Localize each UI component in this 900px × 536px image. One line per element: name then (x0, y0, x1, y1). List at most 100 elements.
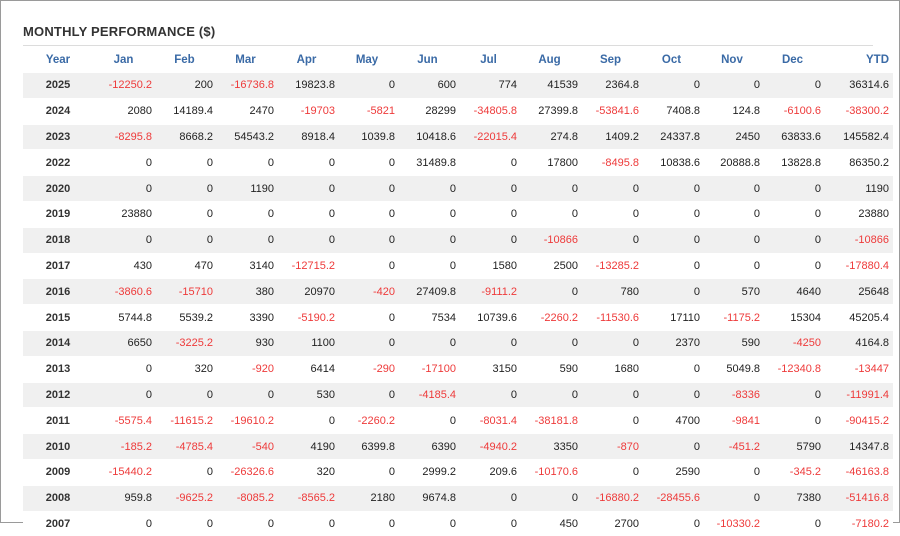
month-value-cell: 590 (519, 356, 580, 382)
month-value-cell: 23880 (93, 201, 154, 227)
year-cell: 2012 (23, 382, 93, 408)
year-cell: 2013 (23, 356, 93, 382)
column-header-dec[interactable]: Dec (762, 48, 823, 73)
month-value-cell: 450 (519, 511, 580, 536)
month-value-cell: 0 (641, 227, 702, 253)
month-value-cell: -12715.2 (276, 253, 337, 279)
month-value-cell: 0 (276, 408, 337, 434)
month-value-cell: 0 (215, 511, 276, 536)
month-value-cell: 570 (702, 279, 762, 305)
column-header-jun[interactable]: Jun (397, 48, 458, 73)
month-value-cell: 2080 (93, 98, 154, 124)
column-header-may[interactable]: May (337, 48, 397, 73)
ytd-cell: -11991.4 (823, 382, 893, 408)
column-header-nov[interactable]: Nov (702, 48, 762, 73)
month-value-cell: 0 (762, 382, 823, 408)
month-value-cell: 430 (93, 253, 154, 279)
month-value-cell: -4250 (762, 330, 823, 356)
month-value-cell: 320 (276, 459, 337, 485)
month-value-cell: 780 (580, 279, 641, 305)
month-value-cell: 0 (641, 73, 702, 99)
year-cell: 2010 (23, 434, 93, 460)
month-value-cell: 0 (762, 511, 823, 536)
month-value-cell: 0 (580, 382, 641, 408)
month-value-cell: -15710 (154, 279, 215, 305)
month-value-cell: 10418.6 (397, 124, 458, 150)
year-cell: 2019 (23, 201, 93, 227)
month-value-cell: -8295.8 (93, 124, 154, 150)
month-value-cell: 0 (276, 227, 337, 253)
month-value-cell: 3390 (215, 305, 276, 331)
month-value-cell: 20888.8 (702, 150, 762, 176)
month-value-cell: 0 (702, 253, 762, 279)
year-cell: 2025 (23, 73, 93, 99)
month-value-cell: -4185.4 (397, 382, 458, 408)
month-value-cell: -8336 (702, 382, 762, 408)
month-value-cell: 0 (215, 201, 276, 227)
month-value-cell: -451.2 (702, 434, 762, 460)
month-value-cell: -870 (580, 434, 641, 460)
month-value-cell: -4785.4 (154, 434, 215, 460)
month-value-cell: 7534 (397, 305, 458, 331)
ytd-cell: -38300.2 (823, 98, 893, 124)
month-value-cell: 0 (458, 485, 519, 511)
month-value-cell: 0 (458, 382, 519, 408)
month-value-cell: 0 (276, 201, 337, 227)
year-cell: 2014 (23, 330, 93, 356)
month-value-cell: 28299 (397, 98, 458, 124)
column-header-jan[interactable]: Jan (93, 48, 154, 73)
month-value-cell: 8918.4 (276, 124, 337, 150)
month-value-cell: 0 (154, 176, 215, 202)
column-header-aug[interactable]: Aug (519, 48, 580, 73)
column-header-jul[interactable]: Jul (458, 48, 519, 73)
ytd-cell: -10866 (823, 227, 893, 253)
month-value-cell: 0 (702, 73, 762, 99)
month-value-cell: -12340.8 (762, 356, 823, 382)
column-header-mar[interactable]: Mar (215, 48, 276, 73)
month-value-cell: 0 (641, 382, 702, 408)
month-value-cell: 0 (397, 330, 458, 356)
month-value-cell: 0 (702, 459, 762, 485)
month-value-cell: 209.6 (458, 459, 519, 485)
month-value-cell: 9674.8 (397, 485, 458, 511)
month-value-cell: 0 (580, 408, 641, 434)
month-value-cell: -11615.2 (154, 408, 215, 434)
month-value-cell: -5821 (337, 98, 397, 124)
title-divider (23, 45, 873, 46)
month-value-cell: 0 (702, 227, 762, 253)
month-value-cell: 0 (458, 176, 519, 202)
column-header-feb[interactable]: Feb (154, 48, 215, 73)
month-value-cell: -8085.2 (215, 485, 276, 511)
month-value-cell: 0 (762, 73, 823, 99)
month-value-cell: 0 (154, 227, 215, 253)
month-value-cell: 2180 (337, 485, 397, 511)
month-value-cell: 0 (458, 511, 519, 536)
column-header-sep[interactable]: Sep (580, 48, 641, 73)
month-value-cell: 19823.8 (276, 73, 337, 99)
month-value-cell: 0 (702, 485, 762, 511)
column-header-year[interactable]: Year (23, 48, 93, 73)
column-header-ytd[interactable]: YTD (823, 48, 893, 73)
month-value-cell: -10170.6 (519, 459, 580, 485)
month-value-cell: 0 (762, 408, 823, 434)
month-value-cell: 959.8 (93, 485, 154, 511)
month-value-cell: 0 (519, 382, 580, 408)
month-value-cell: -16736.8 (215, 73, 276, 99)
month-value-cell: 0 (276, 150, 337, 176)
month-value-cell: 6650 (93, 330, 154, 356)
month-value-cell: 0 (580, 176, 641, 202)
ytd-cell: -7180.2 (823, 511, 893, 536)
month-value-cell: -19703 (276, 98, 337, 124)
column-header-oct[interactable]: Oct (641, 48, 702, 73)
month-value-cell: 0 (397, 227, 458, 253)
month-value-cell: 380 (215, 279, 276, 305)
month-value-cell: 0 (762, 201, 823, 227)
column-header-apr[interactable]: Apr (276, 48, 337, 73)
month-value-cell: 0 (337, 73, 397, 99)
